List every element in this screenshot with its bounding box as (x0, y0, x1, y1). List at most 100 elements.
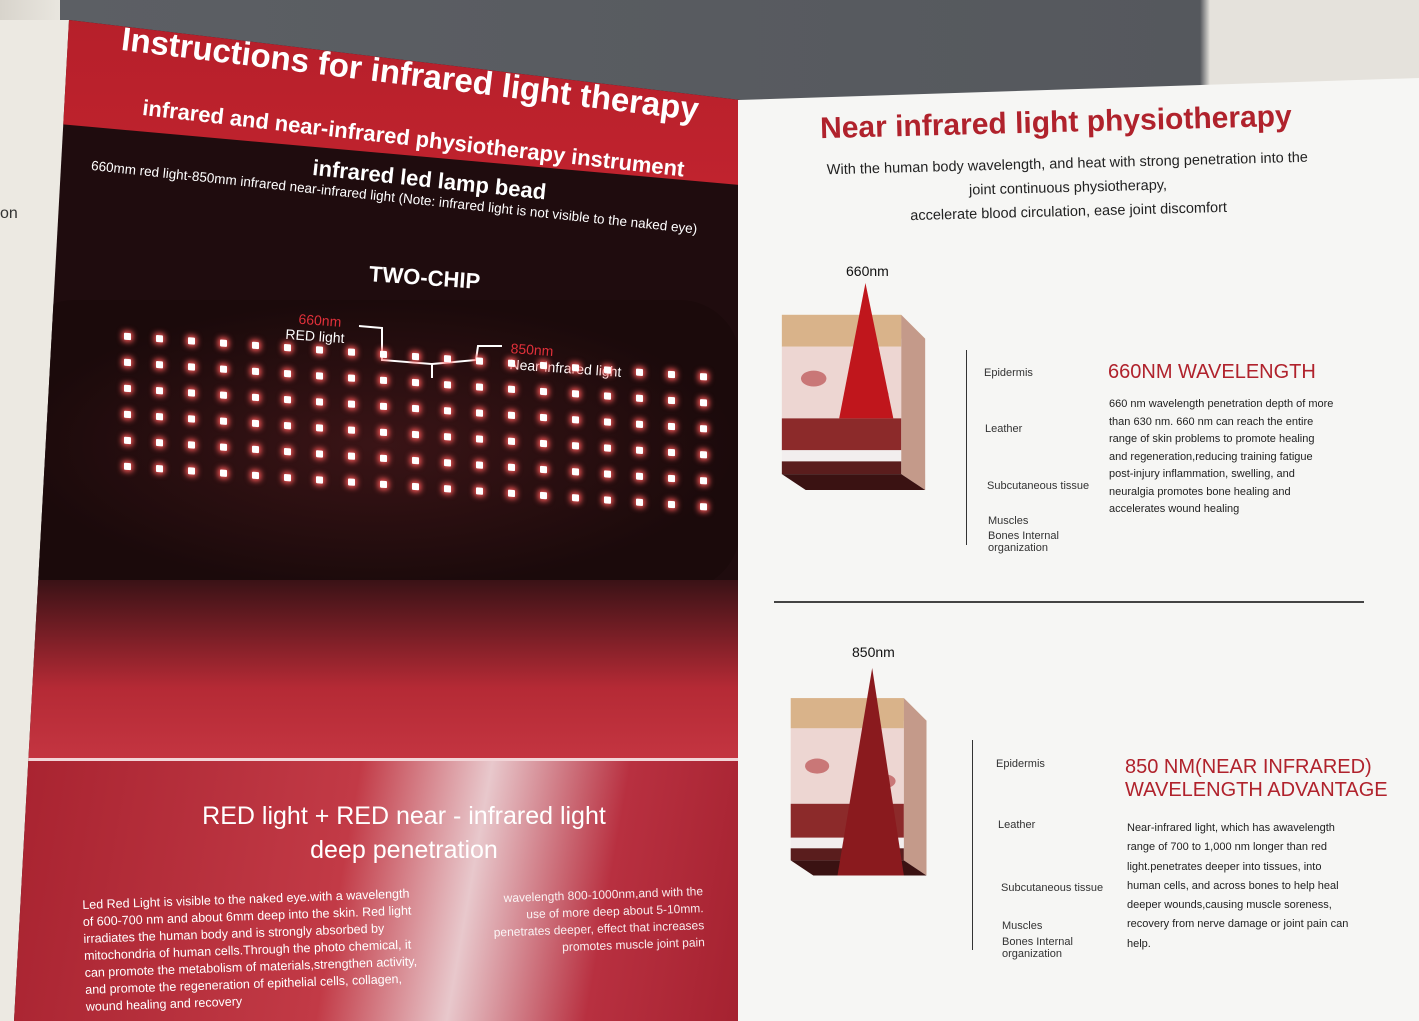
led-bead (348, 348, 355, 356)
led-bead (476, 461, 483, 469)
led-bead (124, 462, 131, 471)
led-bead (444, 381, 451, 389)
led-bead (700, 502, 707, 511)
led-bead (572, 364, 579, 372)
right-page-title: Near infrared light physiotherapy (819, 99, 1293, 146)
led-bead (252, 367, 259, 376)
led-bead (700, 476, 707, 485)
led-bead (348, 426, 355, 434)
led-bead (444, 459, 451, 467)
layer-label: Bones Internal organization (1002, 936, 1073, 960)
section-divider (774, 601, 1364, 603)
layer-label: Subcutaneous tissue (987, 480, 1090, 492)
led-bead (252, 471, 259, 480)
led-bead (540, 361, 547, 370)
right-page: Near infrared light physiotherapy With t… (738, 78, 1419, 1021)
intro-text: With the human body wavelength, and heat… (797, 145, 1339, 231)
layer-label: Leather (998, 819, 1036, 831)
led-bead (444, 485, 451, 493)
cone-850 (837, 668, 904, 876)
chip-connector-lines (358, 325, 502, 378)
led-bead (348, 374, 355, 382)
led-bead (316, 424, 323, 432)
heading-850-line-2: WAVELENGTH ADVANTAGE (1125, 779, 1388, 801)
led-bead (540, 491, 547, 500)
led-bead (220, 443, 227, 451)
led-bead (636, 368, 643, 377)
led-bead (668, 422, 675, 431)
led-bead (508, 463, 515, 472)
led-bead (412, 482, 419, 491)
led-bead (188, 389, 195, 397)
led-bead (316, 476, 323, 484)
led-bead (412, 404, 419, 413)
led-bead (476, 435, 483, 443)
heading-850: 850 NM(NEAR INFRARED) WAVELENGTH ADVANTAG… (1125, 756, 1388, 802)
layer-label: Muscles (988, 515, 1029, 527)
led-bead (124, 384, 131, 393)
led-bead (412, 352, 419, 361)
led-bead (316, 372, 323, 380)
led-bead (604, 470, 611, 478)
led-bead (220, 391, 227, 399)
led-bead (540, 439, 547, 448)
layer-label: Bones Internal organization (988, 530, 1059, 554)
led-bead (700, 398, 707, 407)
led-bead (124, 410, 131, 419)
text-660: 660 nm wavelength penetration depth of m… (1109, 398, 1334, 515)
led-bead (316, 398, 323, 406)
led-bead (124, 436, 131, 445)
led-bead (508, 359, 515, 368)
led-bead (444, 355, 451, 363)
led-bead (252, 393, 259, 402)
led-bead (700, 450, 707, 459)
led-bead (572, 416, 579, 424)
skin-cube-660 (781, 283, 926, 491)
led-bead (572, 390, 579, 398)
led-bead (284, 473, 291, 482)
led-bead (284, 343, 291, 352)
cone-660 (839, 283, 894, 419)
heading-850-line-1: 850 NM(NEAR INFRARED) (1125, 756, 1372, 778)
led-bead (700, 424, 707, 433)
led-bead (700, 372, 707, 381)
led-bead (508, 489, 515, 498)
red-light-paragraph: Led Red Light is visible to the naked ey… (82, 886, 418, 1014)
led-bead (540, 413, 547, 422)
skin-cube-850 (790, 668, 927, 876)
led-bead (476, 383, 483, 391)
led-bead (188, 441, 195, 449)
led-bead (636, 394, 643, 403)
led-bead (252, 419, 259, 428)
led-bead (572, 442, 579, 450)
led-bead (444, 433, 451, 441)
led-bead (636, 446, 643, 455)
led-bead (540, 387, 547, 396)
led-bead (380, 454, 387, 463)
led-bead (284, 395, 291, 404)
layer-label: Leather (985, 423, 1023, 435)
led-bead (636, 472, 643, 481)
led-bead (188, 467, 195, 475)
led-bead (668, 474, 675, 483)
nm-660-label: 660nm (846, 263, 889, 279)
layer-bracket-660 (966, 350, 967, 545)
left-bottom-panel: RED light + RED near - infrared light dee… (14, 758, 740, 1021)
led-bead (348, 400, 355, 408)
led-bead (636, 420, 643, 429)
led-bead (412, 430, 419, 439)
led-bead (476, 357, 483, 365)
led-bead (668, 500, 675, 509)
led-bead (380, 402, 387, 411)
led-bead (252, 445, 259, 454)
led-bead (508, 385, 515, 394)
led-bead (444, 407, 451, 415)
led-bead (284, 369, 291, 378)
led-bead (220, 339, 227, 347)
led-bead (284, 447, 291, 456)
led-bead (412, 378, 419, 387)
led-bead (380, 376, 387, 385)
led-bead (188, 337, 195, 345)
led-bead (316, 450, 323, 458)
led-bead (380, 428, 387, 437)
